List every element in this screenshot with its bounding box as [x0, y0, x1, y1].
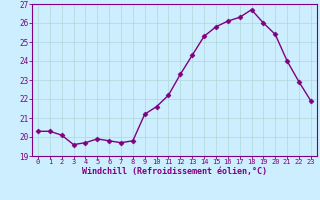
X-axis label: Windchill (Refroidissement éolien,°C): Windchill (Refroidissement éolien,°C): [82, 167, 267, 176]
